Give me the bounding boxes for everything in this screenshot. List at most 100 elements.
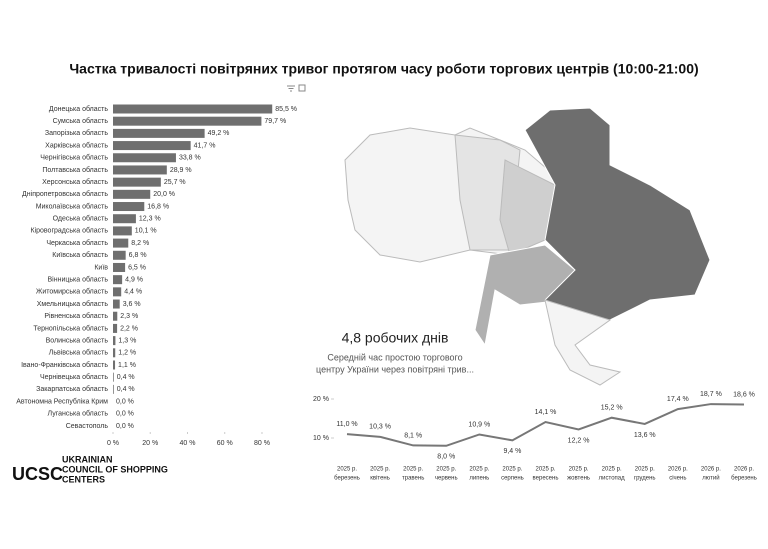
x-tick-label: 0 % <box>107 440 119 447</box>
bar <box>113 128 205 138</box>
x-tick-label: 2025 р. <box>602 467 622 473</box>
y-tick-label: 10 % <box>313 435 329 442</box>
line <box>346 403 745 447</box>
bar <box>113 262 126 272</box>
x-tick-label: 2025 р. <box>635 467 655 473</box>
category-label: Луганська область <box>48 410 109 418</box>
bar <box>113 311 118 321</box>
filter-icon[interactable] <box>287 85 295 92</box>
category-label: Чернівецька область <box>40 373 108 381</box>
bar <box>113 165 167 175</box>
x-tick-label: грудень <box>634 476 656 482</box>
x-tick-label: квітень <box>370 476 390 482</box>
value-label: 8,1 % <box>404 432 422 439</box>
map <box>344 107 711 386</box>
logo-name: COUNCIL OF SHOPPING <box>62 464 168 474</box>
value-label: 1,1 % <box>118 362 136 369</box>
value-label: 79,7 % <box>264 118 286 125</box>
logo-name: UKRAINIAN <box>62 454 113 464</box>
x-tick-label: вересень <box>533 476 559 482</box>
bar <box>113 384 114 394</box>
value-label: 18,7 % <box>700 391 722 398</box>
x-tick-label: 20 % <box>142 440 158 447</box>
bar <box>113 287 122 297</box>
value-label: 33,8 % <box>179 155 201 162</box>
bar <box>113 177 161 187</box>
value-label: 85,5 % <box>275 106 297 113</box>
value-label: 49,2 % <box>208 130 230 137</box>
value-label: 4,9 % <box>125 277 143 284</box>
category-label: Львівська область <box>49 349 109 357</box>
bar <box>113 336 116 346</box>
bar <box>113 250 126 260</box>
bar <box>113 141 191 151</box>
x-tick-label: 2026 р. <box>734 467 754 473</box>
x-tick-label: липень <box>469 476 489 482</box>
x-tick-label: червень <box>435 476 458 482</box>
value-label: 14,1 % <box>535 409 557 416</box>
category-label: Одеська область <box>53 215 109 223</box>
category-label: Чернігівська область <box>40 154 108 162</box>
category-label: Хмельницька область <box>37 300 109 308</box>
bar <box>113 153 176 163</box>
value-label: 15,2 % <box>601 405 623 412</box>
category-label: Полтавська область <box>42 166 108 174</box>
value-label: 0,0 % <box>116 398 134 405</box>
value-label: 28,9 % <box>170 167 192 174</box>
value-label: 16,8 % <box>147 203 169 210</box>
bar <box>113 202 145 212</box>
category-label: Автономна Республіка Крим <box>16 397 108 405</box>
x-tick-label: березень <box>731 476 757 482</box>
x-tick-label: 2025 р. <box>403 467 423 473</box>
category-label: Київ <box>94 264 108 271</box>
map-center-east <box>499 159 556 256</box>
value-label: 12,2 % <box>568 437 590 444</box>
bar <box>113 238 129 248</box>
kpi-value: 4,8 робочих днів <box>342 330 449 346</box>
value-label: 10,1 % <box>135 228 157 235</box>
x-tick-label: 2026 р. <box>701 467 721 473</box>
x-tick-label: травень <box>402 476 424 482</box>
category-label: Дніпропетровська область <box>22 190 108 198</box>
value-label: 25,7 % <box>164 179 186 186</box>
x-tick-label: лютий <box>702 475 719 482</box>
x-tick-label: 2025 р. <box>370 467 390 473</box>
value-label: 13,6 % <box>634 432 656 439</box>
x-tick-label: 60 % <box>217 440 233 447</box>
x-tick-label: 40 % <box>180 440 196 447</box>
map-east <box>524 107 711 321</box>
value-label: 2,3 % <box>120 313 138 320</box>
category-label: Миколаївська область <box>36 202 109 210</box>
value-label: 17,4 % <box>667 396 689 403</box>
value-label: 9,4 % <box>503 448 521 455</box>
x-tick-label: січень <box>669 476 686 482</box>
x-tick-label: серпень <box>501 476 524 482</box>
x-tick-label: 2025 р. <box>502 467 522 473</box>
map-crimea <box>544 299 622 386</box>
x-tick-label: 2025 р. <box>535 467 555 473</box>
kpi-caption: Середній час простою торгового <box>327 352 462 362</box>
bar <box>113 299 120 309</box>
x-tick-label: жовтень <box>567 476 590 482</box>
bar <box>113 360 116 370</box>
value-label: 10,9 % <box>468 421 490 428</box>
logo-name: CENTERS <box>62 474 105 484</box>
category-label: Кіровоградська область <box>31 227 109 235</box>
category-label: Тернопільська область <box>33 324 108 332</box>
value-label: 10,3 % <box>369 424 391 431</box>
category-label: Запорізька область <box>45 129 108 137</box>
bar <box>113 323 118 333</box>
value-label: 18,6 % <box>733 391 755 398</box>
value-label: 2,2 % <box>120 325 138 332</box>
value-label: 0,0 % <box>116 411 134 418</box>
focus-icon[interactable] <box>298 84 306 92</box>
map-south-west <box>474 244 576 347</box>
bar <box>113 214 136 224</box>
category-label: Херсонська область <box>42 178 108 186</box>
category-label: Черкаська область <box>46 239 108 247</box>
value-label: 3,6 % <box>123 301 141 308</box>
value-label: 6,8 % <box>129 252 147 259</box>
toolbar-icons[interactable] <box>287 84 306 92</box>
value-label: 1,2 % <box>118 350 136 357</box>
category-label: Севастополь <box>66 423 109 430</box>
